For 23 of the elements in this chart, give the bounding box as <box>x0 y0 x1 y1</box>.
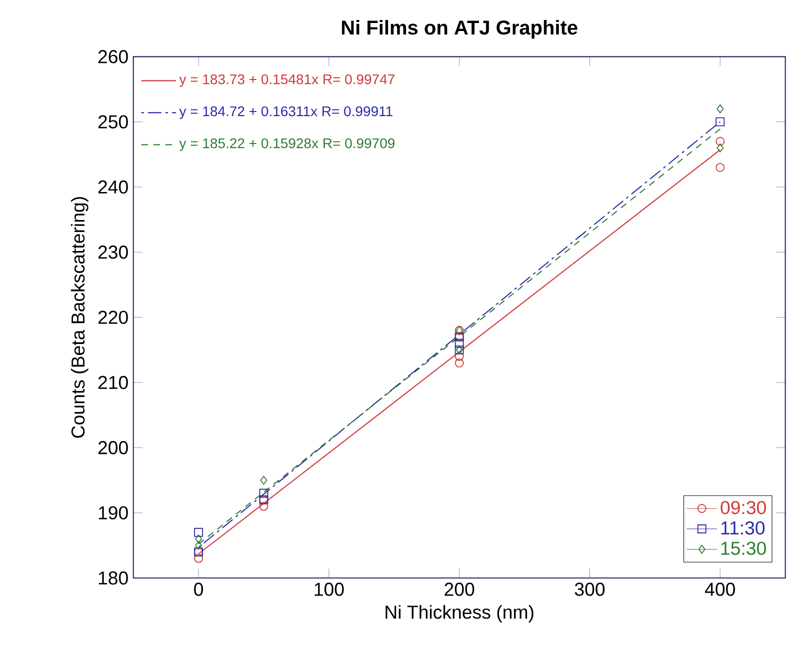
legend-label: 15:30 <box>721 542 766 555</box>
y-tick-label: 200 <box>98 441 128 454</box>
annotation: y = 183.73 + 0.15481x R= 0.99747 <box>179 74 394 88</box>
legend-label: 11:30 <box>721 521 765 535</box>
x-tick-label: 100 <box>314 582 344 596</box>
y-axis-title: Counts (Beta Backscattering) <box>70 197 88 438</box>
annotation: y = 184.72 + 0.16311x R= 0.99911 <box>179 106 392 120</box>
y-tick-label: 240 <box>98 180 128 194</box>
y-tick-label: 210 <box>98 376 128 390</box>
x-tick-label: 300 <box>574 582 605 596</box>
x-axis-title: Ni Thickness (nm) <box>386 605 534 622</box>
x-tick-label: 0 <box>194 582 204 596</box>
y-tick-label: 230 <box>98 246 128 259</box>
x-tick-label: 400 <box>704 582 735 596</box>
y-tick-label: 220 <box>98 310 128 324</box>
annotation: y = 185.22 + 0.15928x R= 0.99709 <box>179 138 394 152</box>
y-tick-label: 250 <box>98 115 128 128</box>
y-tick-label: 180 <box>98 571 128 585</box>
legend-label: 09:30 <box>720 500 766 514</box>
chart-title: Ni Films on ATJ Graphite <box>342 20 578 39</box>
x-tick-label: 200 <box>444 582 474 596</box>
y-tick-label: 260 <box>98 50 128 64</box>
y-tick-label: 190 <box>98 506 128 520</box>
